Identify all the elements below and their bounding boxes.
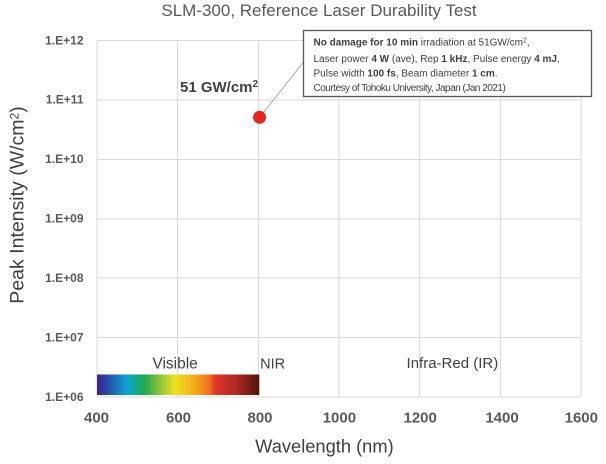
svg-text:1.E+08: 1.E+08 <box>45 271 84 285</box>
svg-text:1.E+09: 1.E+09 <box>45 212 84 226</box>
svg-text:No damage for 10 min irradiati: No damage for 10 min irradiation at 51GW… <box>314 38 530 49</box>
svg-text:1.E+06: 1.E+06 <box>45 390 84 404</box>
svg-text:SLM-300, Reference Laser Durab: SLM-300, Reference Laser Durability Test <box>161 1 477 20</box>
svg-text:Laser power 4 W (ave), Rep 1 k: Laser power 4 W (ave), Rep 1 kHz, Pulse … <box>314 54 560 65</box>
svg-text:NIR: NIR <box>260 356 285 372</box>
svg-text:Pulse width 100 fs, Beam diame: Pulse width 100 fs, Beam diameter 1 cm. <box>314 69 498 80</box>
svg-text:1.E+12: 1.E+12 <box>45 33 84 47</box>
svg-text:Peak Intensity (W/cm2): Peak Intensity (W/cm2) <box>7 106 29 303</box>
svg-text:1.E+10: 1.E+10 <box>45 152 84 166</box>
svg-text:1000: 1000 <box>323 410 356 427</box>
svg-text:800: 800 <box>247 410 272 427</box>
svg-text:Visible: Visible <box>152 355 197 372</box>
svg-text:51 GW/cm2: 51 GW/cm2 <box>180 79 259 96</box>
svg-text:Courtesy of Tohoku University,: Courtesy of Tohoku University, Japan (Ja… <box>314 83 506 94</box>
svg-text:Infra-Red (IR): Infra-Red (IR) <box>407 355 499 372</box>
svg-text:1600: 1600 <box>565 410 598 427</box>
svg-text:1400: 1400 <box>485 410 518 427</box>
svg-text:1200: 1200 <box>404 410 437 427</box>
svg-text:400: 400 <box>84 410 109 427</box>
svg-text:Wavelength (nm): Wavelength (nm) <box>255 435 394 456</box>
svg-text:1.E+07: 1.E+07 <box>45 330 84 344</box>
svg-text:1.E+11: 1.E+11 <box>46 93 84 107</box>
svg-text:600: 600 <box>166 410 191 427</box>
